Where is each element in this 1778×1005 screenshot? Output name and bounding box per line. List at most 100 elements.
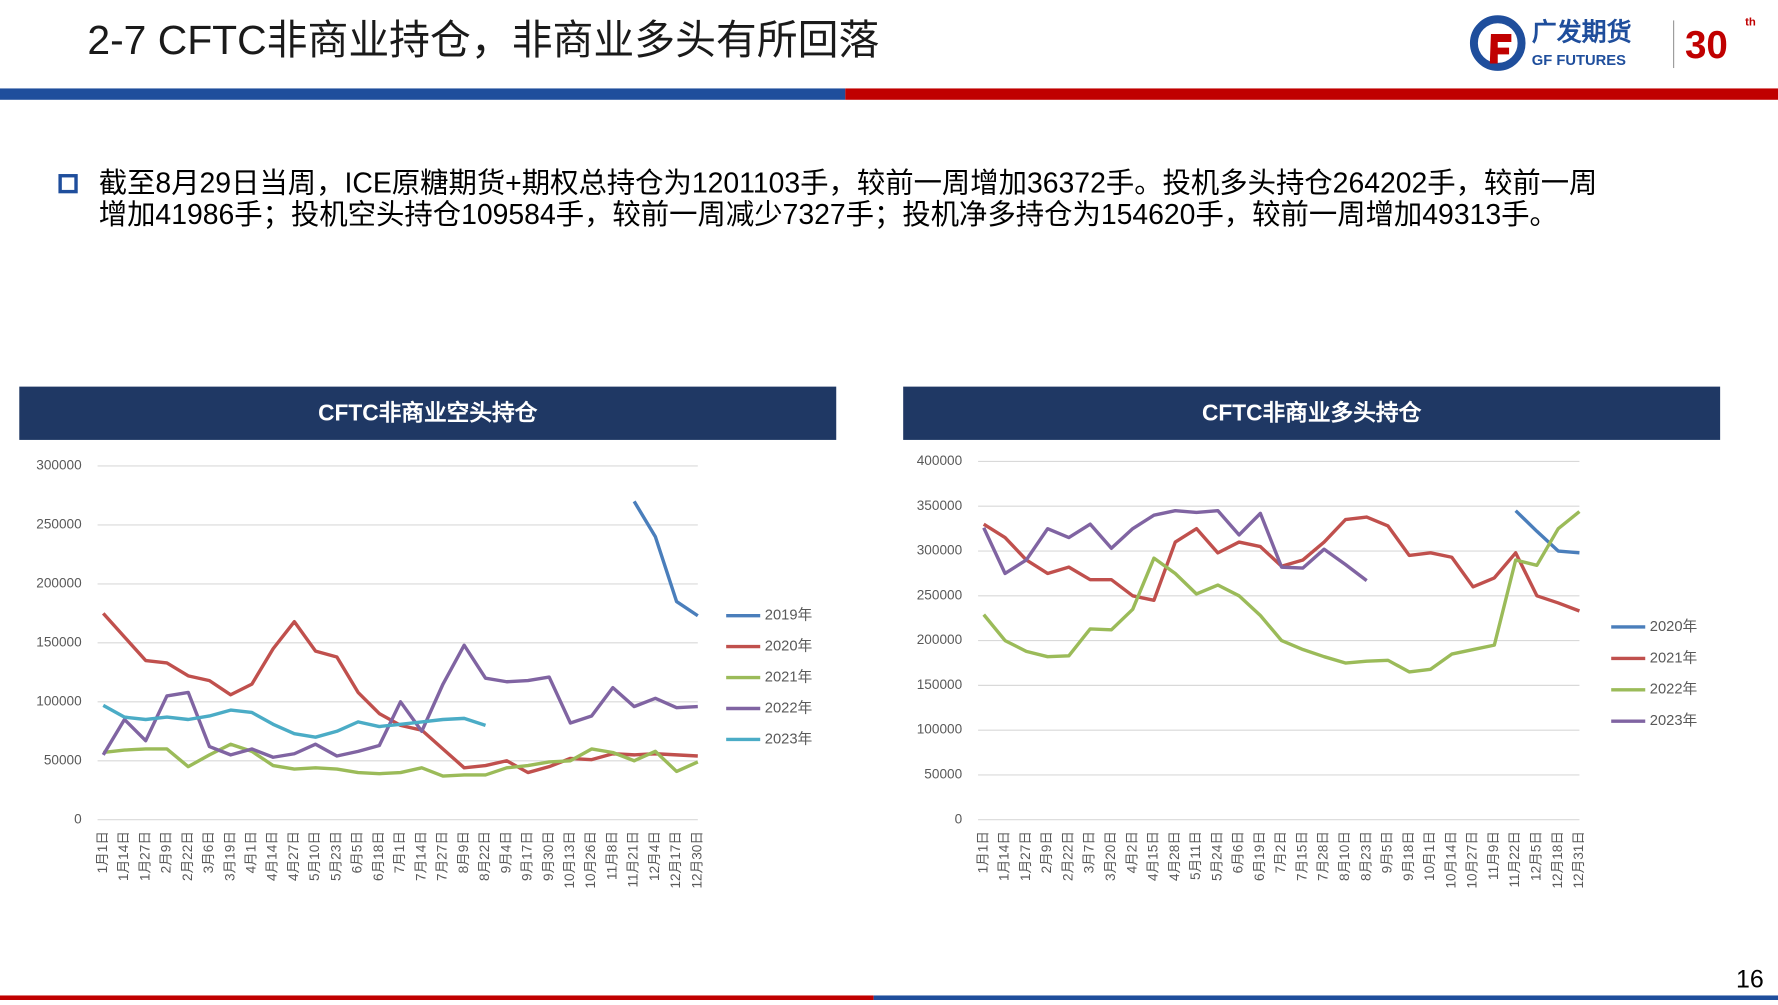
legend-label: 2020年 <box>1650 618 1698 635</box>
y-tick-label: 300000 <box>917 543 963 558</box>
x-tick-label: 12月4日 <box>647 831 662 881</box>
x-tick-label: 6月6日 <box>1231 831 1246 873</box>
x-tick-label: 2月9日 <box>1039 831 1054 873</box>
legend-label: 2022年 <box>765 699 813 716</box>
legend-label: 2023年 <box>765 730 813 747</box>
y-tick-label: 150000 <box>917 677 963 692</box>
x-tick-label: 11月22日 <box>1507 831 1522 887</box>
x-tick-label: 9月17日 <box>520 831 535 881</box>
y-tick-label: 100000 <box>917 722 963 737</box>
x-tick-label: 7月2日 <box>1273 831 1288 873</box>
x-tick-label: 7月27日 <box>435 831 450 881</box>
x-tick-label: 8月23日 <box>1358 831 1373 881</box>
x-tick-label: 7月15日 <box>1294 831 1309 881</box>
x-tick-label: 2月22日 <box>1060 831 1075 881</box>
header-bar-red <box>845 88 1778 100</box>
y-tick-label: 400000 <box>917 453 963 468</box>
series-line <box>982 508 1368 582</box>
x-tick-label: 4月27日 <box>286 831 301 881</box>
x-tick-label: 6月5日 <box>350 831 365 873</box>
footer-bar-red <box>0 995 874 1000</box>
y-tick-label: 350000 <box>917 498 963 513</box>
x-tick-label: 1月1日 <box>95 831 110 873</box>
logo-ring <box>1469 15 1526 71</box>
x-tick-label: 10月13日 <box>562 831 577 888</box>
x-tick-label: 3月7日 <box>1082 831 1097 873</box>
bullet-line: 增加41986手；投机空头持仓109584手，较前一周减少7327手；投机净多持… <box>99 199 1558 231</box>
y-tick-label: 150000 <box>36 634 82 649</box>
x-tick-label: 11月21日 <box>626 831 641 887</box>
x-tick-label: 5月11日 <box>1188 831 1203 880</box>
bullet-marker <box>58 174 78 194</box>
logo-name-en: GF FUTURES <box>1532 53 1626 69</box>
logo-suffix: th <box>1745 17 1756 29</box>
series-line <box>101 643 698 759</box>
x-tick-label: 7月28日 <box>1316 831 1331 881</box>
x-tick-label: 12月30日 <box>689 831 704 888</box>
x-tick-label: 4月2日 <box>1124 831 1139 873</box>
legend-label: 2022年 <box>1650 681 1698 698</box>
x-tick-label: 9月5日 <box>1380 831 1395 873</box>
x-tick-label: 10月27日 <box>1465 831 1480 888</box>
x-tick-label: 12月18日 <box>1550 831 1565 888</box>
header-bar-blue <box>0 88 846 100</box>
x-tick-label: 2月9日 <box>159 831 174 873</box>
chart-title-band <box>903 386 1721 440</box>
x-tick-label: 4月14日 <box>265 831 280 881</box>
series-line <box>102 703 487 739</box>
legend-label: 2020年 <box>765 637 813 654</box>
x-tick-label: 9月18日 <box>1401 831 1416 881</box>
x-tick-label: 10月1日 <box>1422 831 1437 881</box>
x-tick-label: 4月15日 <box>1146 831 1161 881</box>
x-tick-label: 7月1日 <box>392 831 407 873</box>
logo-anniversary: 30 <box>1685 24 1728 67</box>
y-tick-label: 0 <box>955 811 963 826</box>
y-tick-label: 100000 <box>36 693 82 708</box>
series-line <box>632 500 699 618</box>
y-tick-label: 200000 <box>36 575 82 590</box>
x-tick-label: 4月28日 <box>1167 831 1182 881</box>
x-tick-label: 1月27日 <box>137 831 152 881</box>
slide-title: 2-7 CFTC非商业持仓，非商业多头有所回落 <box>87 17 879 63</box>
x-tick-label: 5月24日 <box>1209 831 1224 881</box>
x-tick-label: 1月14日 <box>997 831 1012 881</box>
x-tick-label: 3月6日 <box>201 831 216 873</box>
x-tick-label: 9月30日 <box>541 831 556 881</box>
x-tick-label: 4月1日 <box>243 831 258 873</box>
x-tick-label: 11月8日 <box>604 831 619 880</box>
x-tick-label: 6月18日 <box>371 831 386 881</box>
y-tick-label: 250000 <box>36 517 82 532</box>
x-tick-label: 5月10日 <box>307 831 322 881</box>
x-tick-label: 12月31日 <box>1571 831 1586 888</box>
x-tick-label: 1月14日 <box>116 831 131 881</box>
x-tick-label: 10月26日 <box>583 831 598 888</box>
y-tick-label: 50000 <box>924 767 962 782</box>
chart-title: CFTC非商业空头持仓 <box>318 399 538 425</box>
series-line <box>103 742 699 778</box>
x-tick-label: 8月9日 <box>456 831 471 873</box>
bullet-line: 截至8月29日当周，ICE原糖期货+期权总持仓为1201103手，较前一周增加3… <box>99 167 1598 199</box>
x-tick-label: 12月5日 <box>1528 831 1543 881</box>
legend-label: 2019年 <box>765 607 813 624</box>
x-tick-label: 11月9日 <box>1486 831 1501 880</box>
page-number: 16 <box>1736 965 1764 993</box>
series-line <box>982 510 1581 674</box>
x-tick-label: 7月14日 <box>413 831 428 881</box>
y-tick-label: 50000 <box>44 752 82 767</box>
logo-f <box>1489 34 1512 64</box>
x-tick-label: 3月20日 <box>1103 831 1118 881</box>
chart-title: CFTC非商业多头持仓 <box>1202 399 1422 425</box>
chart-title-band <box>19 386 837 440</box>
x-tick-label: 12月17日 <box>668 831 683 888</box>
y-tick-label: 300000 <box>36 458 82 473</box>
y-tick-label: 200000 <box>917 632 963 647</box>
legend-label: 2021年 <box>1650 649 1698 666</box>
logo: 广发期货 GF FUTURES 30 th <box>1469 15 1756 71</box>
x-tick-label: 10月14日 <box>1443 831 1458 888</box>
footer-bar-blue <box>873 995 1778 1000</box>
x-tick-label: 3月19日 <box>222 831 237 881</box>
x-tick-label: 9月4日 <box>498 831 513 873</box>
x-tick-label: 1月1日 <box>975 831 990 873</box>
